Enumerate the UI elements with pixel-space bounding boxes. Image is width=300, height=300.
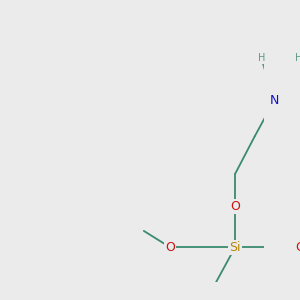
Text: O: O (165, 241, 175, 254)
Text: N: N (270, 94, 279, 107)
Text: O: O (230, 200, 240, 213)
Text: H: H (295, 53, 300, 63)
Text: H: H (257, 53, 265, 63)
Text: O: O (296, 241, 300, 254)
Text: Si: Si (230, 241, 241, 254)
